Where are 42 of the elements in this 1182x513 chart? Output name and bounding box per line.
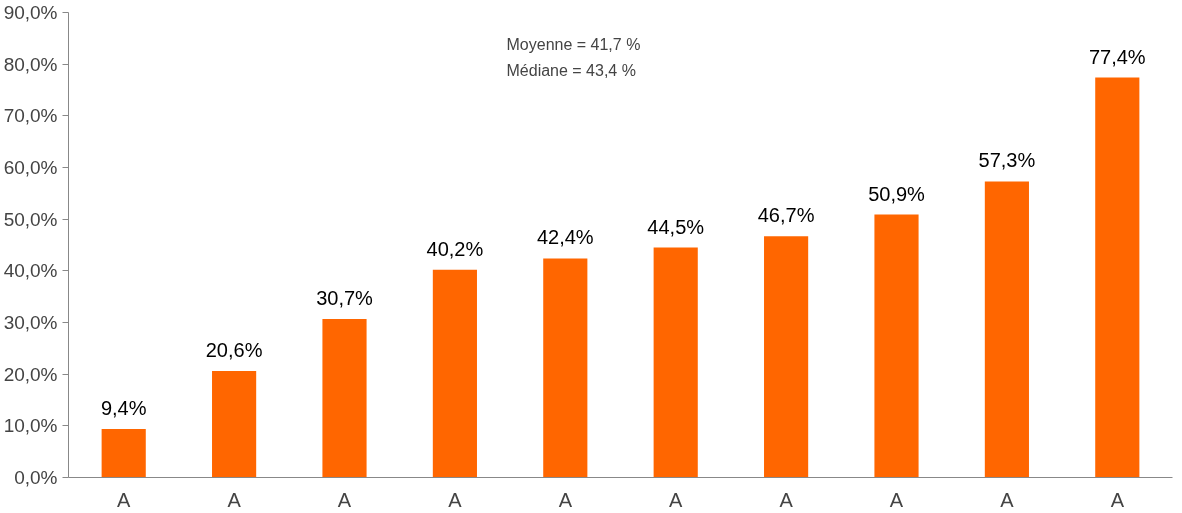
x-tick-label: A — [1110, 488, 1125, 511]
data-label: 30,7% — [316, 286, 374, 309]
data-label: 57,3% — [978, 149, 1036, 172]
data-label: 46,7% — [757, 204, 815, 227]
bar — [432, 269, 477, 478]
data-label: 40,2% — [426, 237, 484, 260]
x-tick-label: A — [1000, 488, 1015, 511]
y-tick-label: 80,0% — [3, 53, 58, 75]
y-tick-label: 40,0% — [3, 260, 58, 282]
x-tick-label: A — [669, 488, 684, 511]
y-tick-label: 90,0% — [3, 2, 58, 23]
x-tick-label: A — [558, 488, 573, 511]
x-tick-label: A — [448, 488, 463, 511]
y-tick-label: 0,0% — [14, 467, 58, 488]
data-label: 9,4% — [100, 396, 147, 419]
y-tick-label: 60,0% — [3, 157, 58, 178]
x-tick-label: A — [227, 488, 242, 511]
x-tick-label: A — [337, 488, 352, 511]
annotation: Médiane = 43,4 % — [506, 61, 636, 79]
data-label: 42,4% — [536, 226, 594, 249]
data-label: 20,6% — [205, 339, 263, 362]
bar — [212, 371, 257, 478]
y-tick-label: 50,0% — [3, 208, 58, 230]
bar — [1095, 77, 1140, 478]
y-tick-label: 10,0% — [3, 415, 58, 437]
y-tick-label: 70,0% — [3, 105, 58, 127]
y-tick-label: 20,0% — [3, 363, 58, 385]
data-label: 77,4% — [1088, 45, 1146, 68]
bar — [764, 236, 809, 478]
bar — [101, 428, 146, 478]
y-tick-label: 30,0% — [3, 312, 58, 333]
data-label: 44,5% — [647, 215, 705, 238]
data-label: 50,9% — [868, 182, 926, 205]
bar — [322, 318, 367, 478]
bar — [653, 247, 698, 478]
x-tick-label: A — [889, 488, 904, 511]
bar — [874, 214, 919, 478]
x-tick-label: A — [779, 488, 794, 511]
bar — [984, 181, 1029, 478]
bar — [543, 258, 588, 478]
x-tick-label: A — [117, 488, 132, 511]
annotation: Moyenne = 41,7 % — [506, 35, 641, 53]
